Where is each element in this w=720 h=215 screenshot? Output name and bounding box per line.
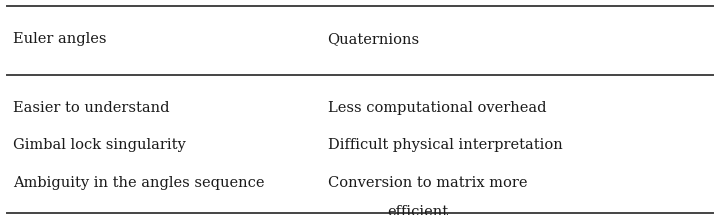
Text: efficient: efficient bbox=[387, 205, 448, 215]
Text: Quaternions: Quaternions bbox=[328, 32, 420, 46]
Text: Gimbal lock singularity: Gimbal lock singularity bbox=[13, 138, 186, 152]
Text: Ambiguity in the angles sequence: Ambiguity in the angles sequence bbox=[13, 176, 264, 190]
Text: Less computational overhead: Less computational overhead bbox=[328, 101, 546, 115]
Text: Conversion to matrix more: Conversion to matrix more bbox=[328, 176, 527, 190]
Text: Difficult physical interpretation: Difficult physical interpretation bbox=[328, 138, 562, 152]
Text: Euler angles: Euler angles bbox=[13, 32, 107, 46]
Text: Easier to understand: Easier to understand bbox=[13, 101, 169, 115]
